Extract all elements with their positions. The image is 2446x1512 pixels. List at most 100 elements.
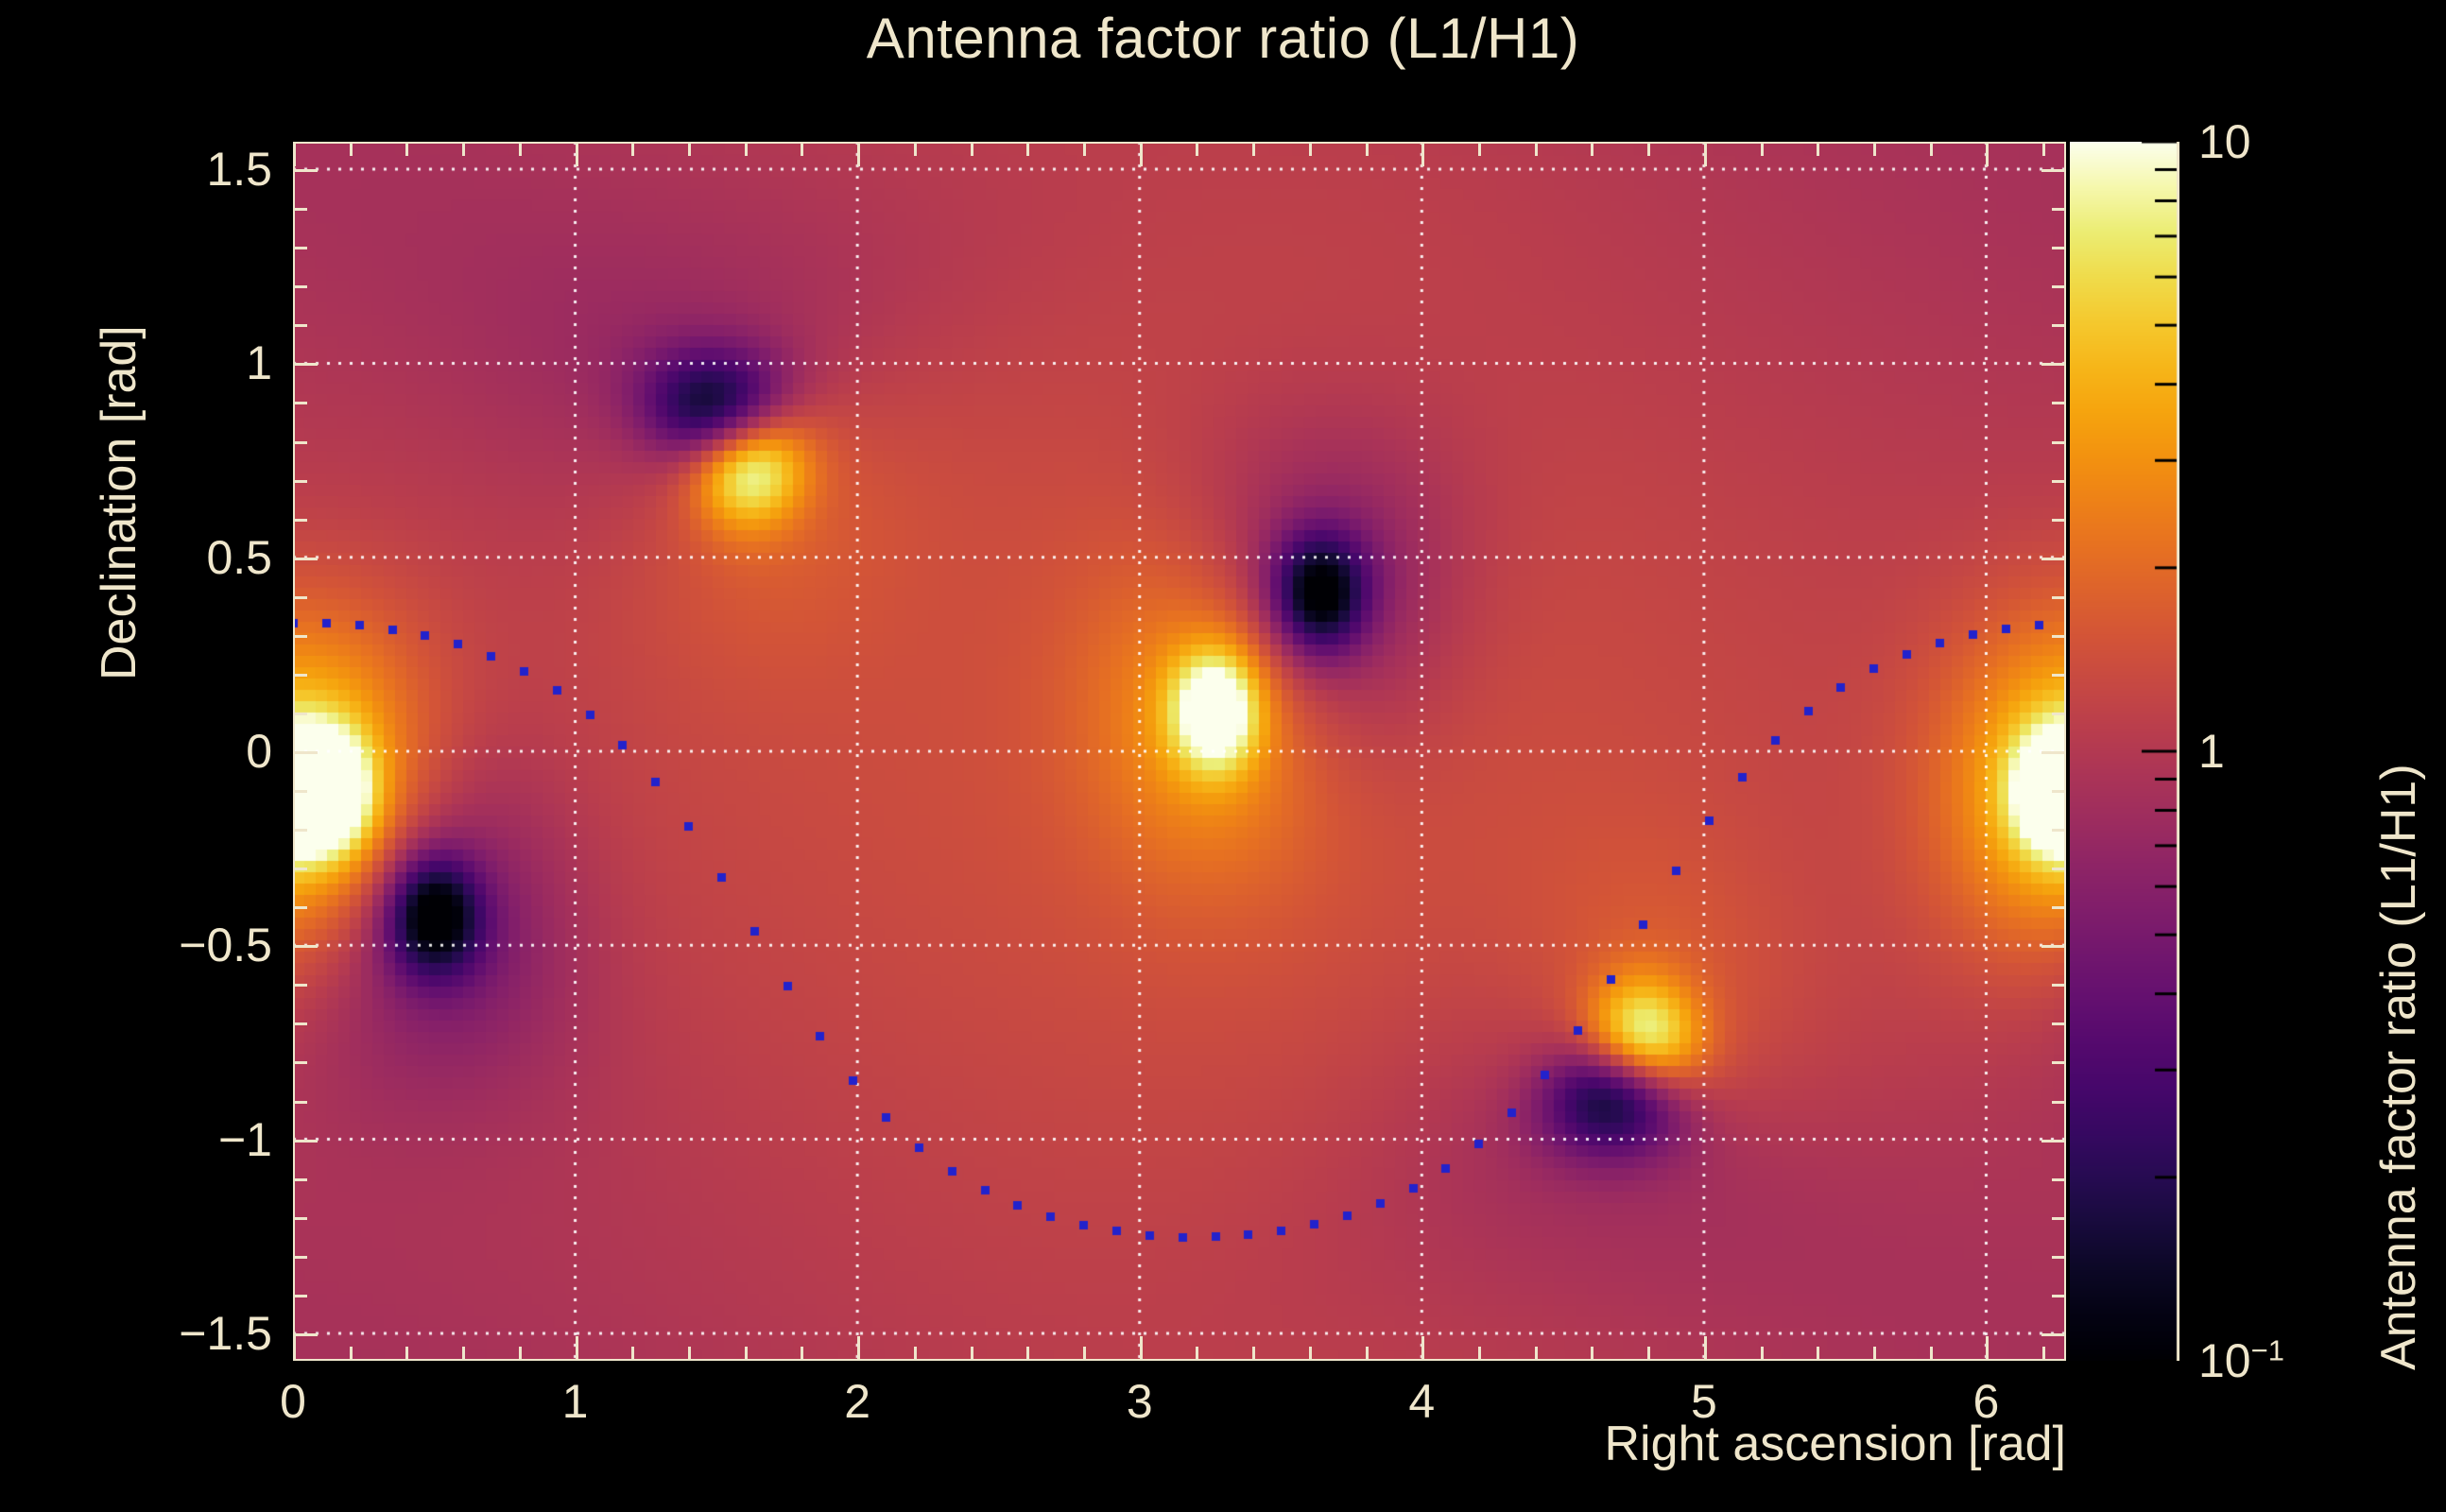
tick-mark [2052, 1216, 2066, 1220]
tick-mark [2041, 169, 2066, 173]
tick-mark [1591, 1347, 1594, 1361]
tick-mark [293, 984, 307, 988]
tick-mark [2052, 440, 2066, 444]
tick-mark [349, 142, 353, 156]
tick-mark [2052, 906, 2066, 910]
tick-mark [405, 1347, 409, 1361]
tick-mark [1760, 1347, 1764, 1361]
tick-mark [293, 906, 307, 910]
tick-mark [801, 142, 804, 156]
tick-mark [1139, 1336, 1143, 1361]
tick-mark [1478, 1347, 1481, 1361]
tick-mark [2052, 479, 2066, 483]
tick-mark [575, 142, 578, 166]
tick-mark [1534, 1347, 1538, 1361]
tick-mark [631, 142, 635, 156]
tick-mark [462, 142, 466, 156]
tick-mark [631, 1347, 635, 1361]
tick-mark [293, 829, 307, 833]
tick-mark [293, 868, 307, 871]
tick-mark [688, 142, 691, 156]
tick-mark [1703, 1336, 1707, 1361]
tick-mark [1873, 142, 1877, 156]
tick-mark [2052, 790, 2066, 794]
tick-mark [2052, 984, 2066, 988]
tick-mark [744, 1347, 748, 1361]
tick-mark [293, 208, 307, 212]
y-axis-tick-label: 1 [246, 336, 272, 390]
tick-mark [1986, 1336, 1990, 1361]
tick-mark [1083, 1347, 1086, 1361]
tick-mark [2041, 751, 2066, 754]
tick-mark [2052, 247, 2066, 250]
tick-mark [293, 712, 307, 715]
tick-mark [2052, 1022, 2066, 1026]
tick-mark [575, 1336, 578, 1361]
tick-mark [1873, 1347, 1877, 1361]
x-axis-tick-label: 1 [561, 1375, 589, 1428]
tick-mark [1252, 1347, 1256, 1361]
tick-mark [2041, 1332, 2066, 1336]
tick-mark [293, 1294, 307, 1297]
tick-mark [2042, 1347, 2046, 1361]
colorbar-tick-label: 10 [2198, 115, 2251, 168]
colorbar [2070, 142, 2179, 1361]
grid-and-curve-overlay-canvas [293, 142, 2066, 1361]
tick-mark [2052, 634, 2066, 638]
colorbar-axis-title: Antenna factor ratio (L1/H1) [2371, 764, 2426, 1370]
tick-mark [405, 142, 409, 156]
tick-mark [293, 595, 307, 599]
colorbar-tick-marks [2070, 142, 2179, 1361]
tick-mark [293, 673, 307, 677]
tick-mark [2052, 1177, 2066, 1181]
tick-mark [1026, 142, 1030, 156]
tick-mark [293, 518, 307, 522]
tick-mark [2041, 945, 2066, 949]
tick-mark [293, 324, 307, 328]
tick-mark [1365, 142, 1369, 156]
tick-mark [801, 1347, 804, 1361]
tick-mark [1365, 1347, 1369, 1361]
tick-mark [2052, 673, 2066, 677]
tick-mark [293, 1332, 318, 1336]
tick-mark [293, 1100, 307, 1104]
tick-mark [2052, 595, 2066, 599]
tick-mark [293, 1216, 307, 1220]
tick-mark [1026, 1347, 1030, 1361]
x-axis-tick-label: 5 [1690, 1375, 1717, 1428]
tick-mark [2052, 1294, 2066, 1297]
y-axis-tick-label: 1.5 [206, 143, 272, 197]
tick-mark [2041, 557, 2066, 560]
tick-mark [1986, 142, 1990, 166]
x-axis-tick-label: 2 [844, 1375, 871, 1428]
tick-mark [293, 285, 307, 289]
tick-mark [2052, 402, 2066, 405]
x-axis-tick-label: 6 [1972, 1375, 2000, 1428]
y-axis-tick-label: −1.5 [179, 1306, 272, 1360]
tick-mark [2052, 1100, 2066, 1104]
tick-mark [2041, 1139, 2066, 1143]
x-axis-tick-label: 4 [1408, 1375, 1436, 1428]
heatmap-plot-area [293, 142, 2066, 1361]
tick-mark [518, 142, 522, 156]
tick-mark [293, 1139, 318, 1143]
tick-mark [1421, 142, 1425, 166]
tick-mark [349, 1347, 353, 1361]
y-axis-title: Declination [rad] [92, 325, 146, 680]
tick-mark [293, 142, 296, 166]
tick-mark [1929, 1347, 1933, 1361]
tick-mark [293, 479, 307, 483]
tick-mark [1308, 1347, 1312, 1361]
page-title: Antenna factor ratio (L1/H1) [866, 7, 1580, 70]
tick-mark [970, 142, 973, 156]
tick-mark [913, 142, 917, 156]
tick-mark [2052, 712, 2066, 715]
tick-mark [293, 1177, 307, 1181]
tick-mark [462, 1347, 466, 1361]
tick-mark [1421, 1336, 1425, 1361]
y-axis-tick-label: 0 [246, 725, 272, 778]
tick-mark [2052, 518, 2066, 522]
tick-mark [1703, 142, 1707, 166]
tick-mark [2041, 363, 2066, 367]
tick-mark [293, 1255, 307, 1259]
